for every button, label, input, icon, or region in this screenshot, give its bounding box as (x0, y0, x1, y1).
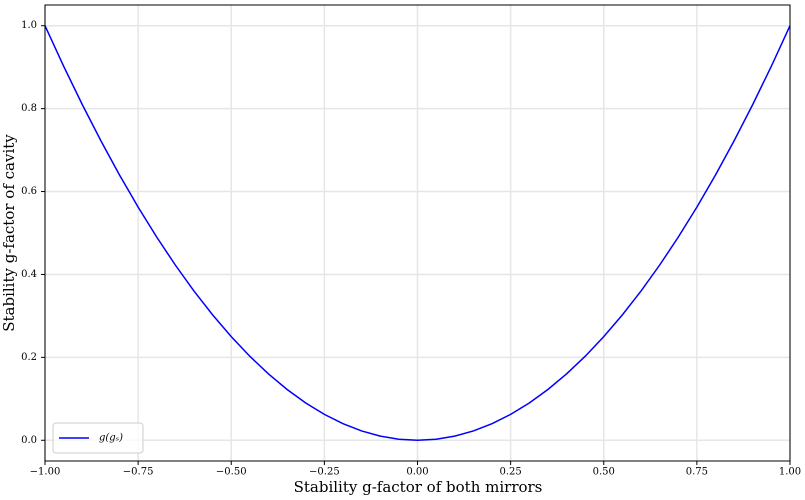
y-tick-label: 0.6 (21, 186, 37, 197)
y-axis-label: Stability g-factor of cavity (0, 134, 18, 332)
x-tick-label: 1.00 (779, 467, 801, 478)
x-tick-label: 0.25 (499, 467, 521, 478)
axes-frame (44, 4, 791, 462)
x-tick-label: −0.50 (216, 467, 247, 478)
x-tick-label: −0.25 (309, 467, 340, 478)
line (44, 25, 791, 442)
y-tick-label: 1.0 (21, 20, 37, 31)
x-axis-label: Stability g-factor of both mirrors (294, 478, 543, 496)
legend-box (52, 422, 144, 454)
x-tick-label: 0.00 (406, 467, 428, 478)
y-tick-label: 0.0 (21, 435, 37, 446)
x-tick-label: −1.00 (30, 467, 61, 478)
legend-label: g(gₛ) (99, 433, 123, 444)
y-tick-label: 0.4 (21, 269, 37, 280)
x-tick-label: 0.75 (686, 467, 708, 478)
x-tick-label: 0.50 (593, 467, 615, 478)
y-tick-label: 0.2 (21, 352, 37, 363)
y-tick-label: 0.8 (21, 103, 37, 114)
x-tick-label: −0.75 (123, 467, 154, 478)
